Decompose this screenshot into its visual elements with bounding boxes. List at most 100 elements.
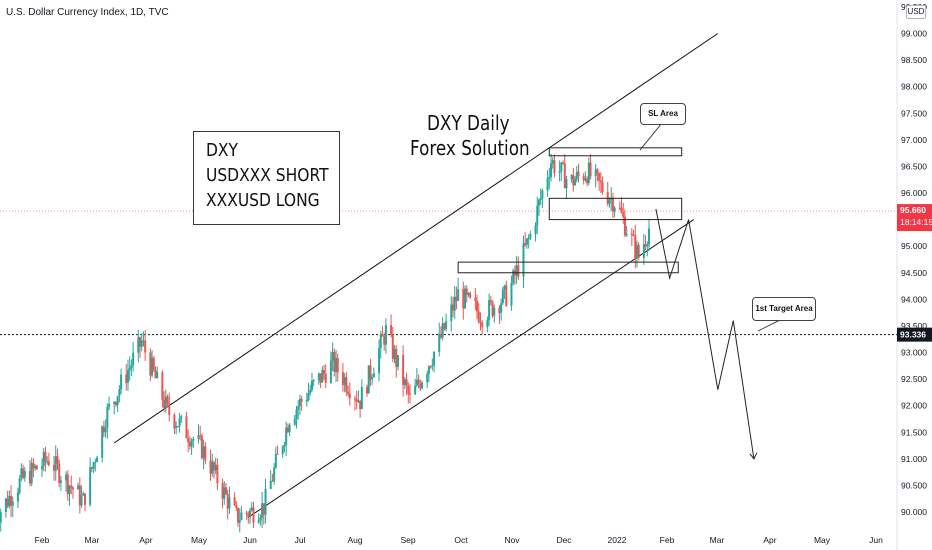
candle-body	[488, 300, 491, 321]
candle-body	[457, 289, 460, 301]
candle-body	[233, 497, 236, 506]
candle-body	[224, 487, 227, 494]
candle-body	[433, 351, 436, 366]
candle-body	[101, 426, 104, 458]
candle-body	[300, 398, 303, 402]
candle-body	[249, 510, 252, 518]
candle-body	[455, 296, 458, 301]
candle-body	[94, 462, 97, 464]
channel-lower-line	[248, 219, 695, 518]
candle-body	[190, 440, 193, 447]
candle-body	[187, 438, 190, 443]
candle-body	[572, 175, 575, 186]
candle-body	[611, 197, 614, 212]
zone-rect	[548, 197, 683, 221]
x-tick-label: Feb	[35, 535, 50, 545]
target-callout-pointer	[757, 318, 783, 332]
candle-body	[164, 396, 167, 409]
candle-body	[71, 487, 74, 490]
candle-body	[283, 444, 286, 447]
candle-body	[83, 493, 86, 505]
candle-body	[102, 426, 105, 433]
candle-body	[598, 173, 601, 181]
x-tick-label: Sep	[400, 535, 415, 545]
candle-body	[185, 416, 188, 439]
candle-body	[228, 497, 231, 509]
candle-body	[259, 517, 262, 521]
candle-body	[438, 333, 441, 352]
candle-body	[574, 179, 577, 186]
currency-badge[interactable]: USD	[906, 5, 926, 19]
candle-body	[493, 307, 496, 316]
candle-body	[329, 360, 332, 383]
candle-body	[637, 244, 640, 258]
candle-body	[357, 400, 360, 402]
candle-body	[247, 514, 250, 518]
candle-body	[317, 373, 320, 381]
candle-body	[23, 470, 26, 478]
candle-body	[366, 386, 369, 394]
candle-body	[140, 340, 143, 347]
candle-body	[54, 456, 57, 471]
candle-body	[200, 435, 203, 459]
channel-upper-line	[113, 33, 719, 444]
x-tick-label: May	[814, 535, 831, 545]
candle-body	[512, 270, 515, 284]
candle-body	[10, 496, 13, 506]
candle-body	[223, 487, 226, 499]
candle-body	[608, 199, 611, 204]
candle-body	[214, 464, 217, 471]
candle-body	[477, 311, 480, 322]
candle-body	[324, 373, 327, 383]
candle-body	[252, 507, 255, 523]
candle-body	[553, 160, 556, 173]
candle-body	[16, 492, 19, 502]
candle-body	[345, 377, 348, 392]
candle-body	[144, 340, 147, 353]
candle-body	[68, 485, 71, 495]
candle-body	[450, 304, 453, 322]
candle-body	[539, 198, 542, 200]
candle-body	[295, 409, 298, 419]
candle-body	[156, 372, 159, 379]
y-tick-label: 94.000	[901, 294, 927, 304]
note-line-2: USDXXX SHORT	[206, 165, 329, 186]
y-tick-label: 97.000	[901, 135, 927, 145]
y-tick-label: 91.500	[901, 427, 927, 437]
candle-body	[476, 300, 479, 312]
candle-body	[4, 498, 7, 513]
candle-body	[18, 478, 21, 493]
current-price-label-bg	[897, 204, 932, 232]
candle-body	[151, 357, 154, 376]
candle-body	[347, 391, 350, 394]
candle-body	[622, 212, 625, 217]
x-tick-label: Jul	[295, 535, 306, 545]
candle-body	[221, 483, 224, 499]
x-tick-label: Nov	[504, 535, 520, 545]
candle-body	[355, 399, 358, 402]
x-tick-label: 2022	[608, 535, 627, 545]
candle-body	[65, 474, 68, 481]
candle-body	[92, 462, 95, 469]
x-tick-label: May	[191, 535, 208, 545]
candle-body	[599, 180, 602, 183]
candle-body	[175, 426, 178, 429]
candle-body	[402, 355, 405, 386]
candle-body	[34, 465, 37, 469]
candle-body	[527, 238, 530, 240]
candle-body	[613, 207, 616, 212]
candle-body	[582, 176, 585, 181]
candle-body	[589, 162, 592, 177]
candle-body	[431, 365, 434, 367]
candle-body	[642, 244, 645, 258]
candle-body	[250, 507, 253, 511]
candle-body	[53, 465, 56, 471]
candle-body	[120, 374, 123, 390]
candle-body	[116, 396, 119, 406]
candle-body	[108, 404, 111, 408]
candle-body	[168, 403, 171, 415]
candle-body	[341, 372, 344, 385]
candle-body	[137, 337, 140, 353]
